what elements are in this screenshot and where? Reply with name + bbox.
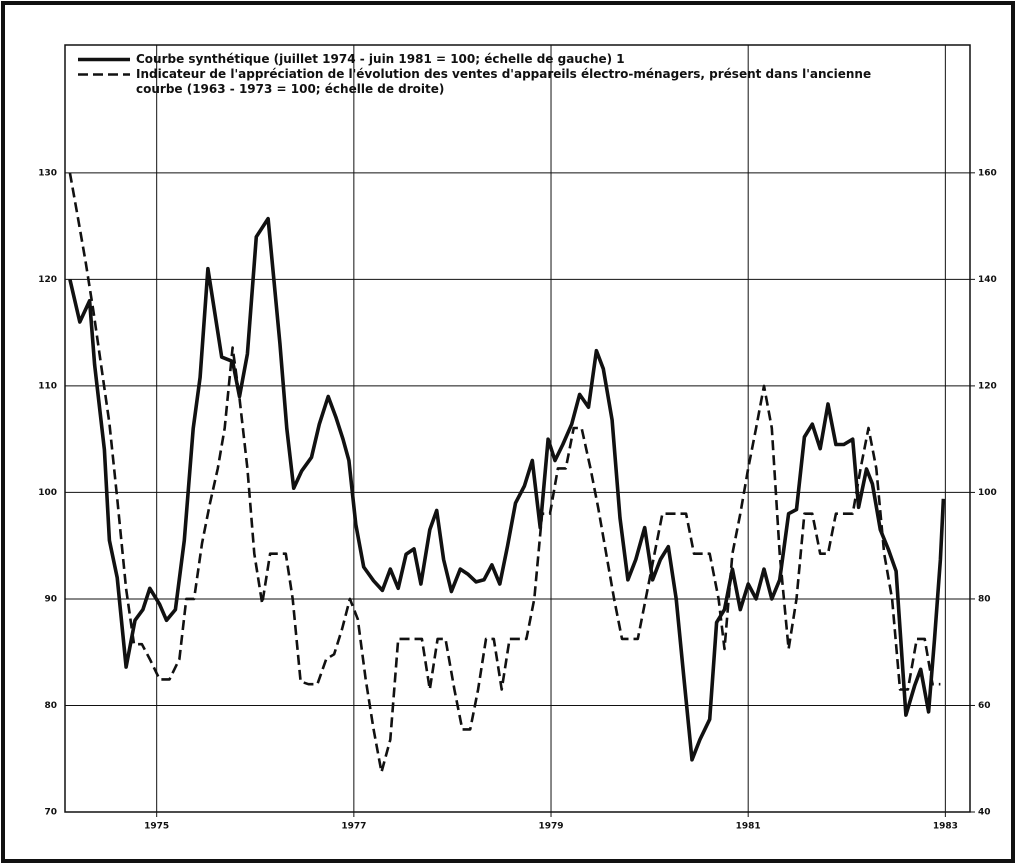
y2-tick-label: 120 (978, 381, 997, 391)
legend: Courbe synthétique (juillet 1974 - juin … (74, 52, 894, 97)
y2-tick-label: 60 (978, 701, 991, 711)
legend-label: Courbe synthétique (juillet 1974 - juin … (136, 52, 625, 66)
legend-swatch (78, 57, 130, 62)
x-tick-label: 1977 (341, 822, 366, 832)
legend-item: Courbe synthétique (juillet 1974 - juin … (74, 52, 894, 67)
x-tick-label: 1975 (144, 822, 169, 832)
y-tick-label: 130 (38, 168, 57, 178)
y-tick-label: 80 (44, 701, 57, 711)
y-tick-label: 100 (38, 488, 57, 498)
legend-label: Indicateur de l'appréciation de l'évolut… (136, 67, 872, 96)
x-tick-label: 1983 (933, 822, 958, 832)
y-tick-label: 70 (44, 808, 57, 818)
y-tick-label: 110 (38, 381, 57, 391)
legend-item: Indicateur de l'appréciation de l'évolut… (74, 67, 894, 97)
y-tick-label: 120 (38, 275, 57, 285)
y-tick-label: 90 (44, 594, 57, 604)
y2-tick-label: 140 (978, 275, 997, 285)
x-tick-label: 1981 (736, 822, 761, 832)
y2-tick-label: 160 (978, 168, 997, 178)
y2-tick-label: 40 (978, 808, 991, 818)
data-line (68, 172, 941, 774)
y2-tick-label: 80 (978, 594, 991, 604)
data-line (68, 216, 946, 762)
y2-tick-label: 100 (978, 488, 997, 498)
x-tick-label: 1979 (538, 822, 563, 832)
legend-swatch (78, 73, 130, 76)
